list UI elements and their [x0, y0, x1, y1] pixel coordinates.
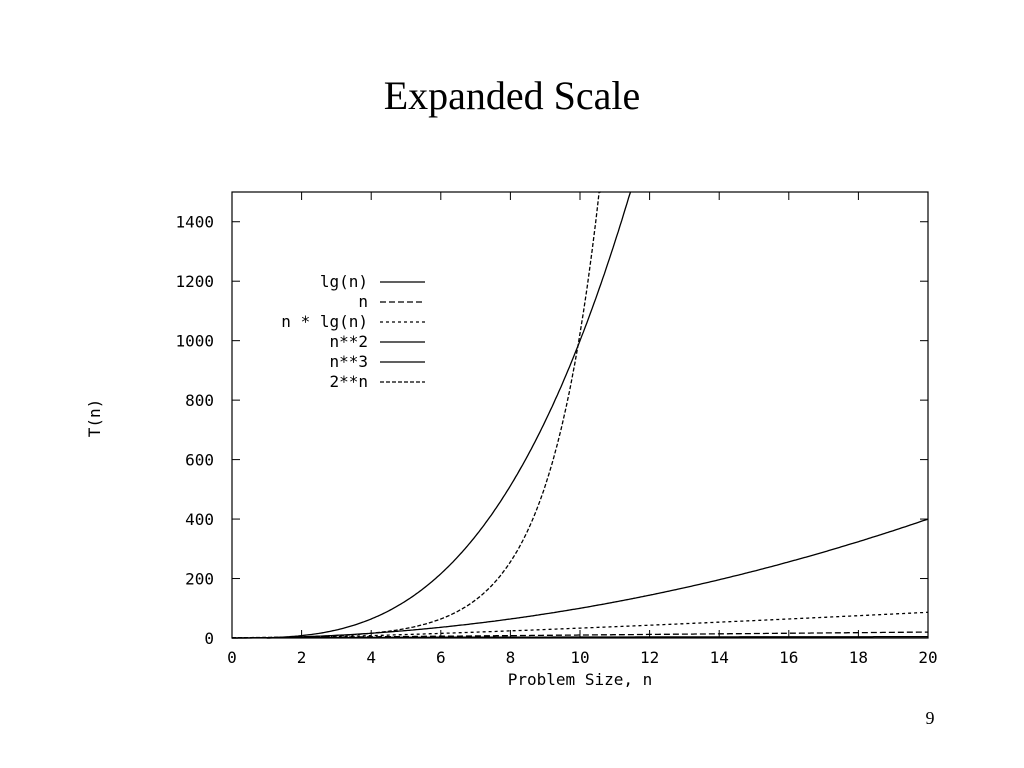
legend-label: n	[358, 292, 368, 311]
x-tick-label: 16	[779, 648, 798, 667]
y-tick-label: 800	[185, 391, 214, 410]
x-tick-label: 8	[506, 648, 516, 667]
x-tick-label: 14	[710, 648, 729, 667]
axis-ticks: 0 2 4 6 8 10 12 14 16 18 2002004006008001000120014…	[175, 192, 938, 667]
y-tick-label: 1000	[175, 332, 214, 351]
plot-frame	[231, 191, 929, 639]
y-axis-label: T(n)	[85, 399, 104, 438]
y-tick-label: 400	[185, 510, 214, 529]
x-tick-label: 10	[570, 648, 589, 667]
legend-label: n * lg(n)	[281, 312, 368, 331]
series-line-5	[232, 191, 601, 639]
y-tick-label: 600	[185, 451, 214, 470]
series-line-2	[266, 611, 929, 639]
legend-label: n**3	[329, 352, 368, 371]
legend-label: n**2	[329, 332, 368, 351]
legend: lg(n)nn * lg(n)n**2n**32**n	[281, 272, 425, 391]
x-tick-label: 4	[366, 648, 376, 667]
x-tick-label: 6	[436, 648, 446, 667]
series-line-4	[232, 191, 632, 639]
y-tick-label: 1400	[175, 213, 214, 232]
y-tick-label: 200	[185, 570, 214, 589]
legend-label: lg(n)	[320, 272, 368, 291]
slide-title: Expanded Scale	[383, 73, 641, 118]
x-axis-label: Problem Size, n	[508, 670, 653, 689]
y-tick-label: 0	[204, 629, 214, 648]
x-tick-label: 20	[918, 648, 937, 667]
x-tick-label: 2	[297, 648, 307, 667]
x-tick-label: 18	[849, 648, 868, 667]
page-number: 9	[925, 708, 935, 728]
series-line-1	[232, 631, 928, 639]
x-tick-label: 12	[640, 648, 659, 667]
series-line-3	[232, 518, 929, 639]
series-lines	[232, 191, 929, 639]
legend-label: 2**n	[329, 372, 368, 391]
x-tick-label: 0	[227, 648, 237, 667]
y-tick-label: 1200	[175, 272, 214, 291]
